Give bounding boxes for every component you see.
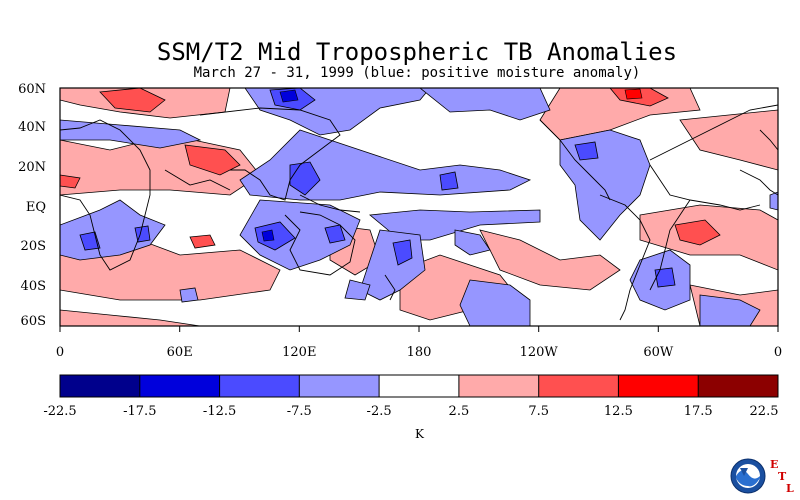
logo-letter-t: T: [778, 470, 787, 483]
colorbar-label: 17.5: [683, 404, 713, 419]
coastlines: [60, 104, 778, 321]
lat-label-60s: 60S: [20, 314, 46, 329]
map-title: SSM/T2 Mid Tropospheric TB Anomalies: [156, 38, 678, 66]
lat-label-20n: 20N: [18, 160, 46, 175]
colorbar-label: -12.5: [202, 404, 237, 419]
colorbar-label: 22.5: [749, 404, 779, 419]
colorbar-label: 12.5: [603, 404, 633, 419]
noaa-etl-logo: E T L: [730, 458, 794, 495]
colorbar-label: -2.5: [366, 404, 392, 419]
map-field: [60, 88, 778, 326]
logo-letter-e: E: [770, 458, 778, 471]
map-subtitle: March 27 - 31, 1999 (blue: positive mois…: [193, 65, 641, 81]
lat-label-40s: 40S: [20, 279, 46, 294]
lat-label-eq: EQ: [25, 200, 46, 215]
lon-label-120w: 120W: [519, 345, 558, 360]
colorbar-unit: K: [415, 427, 424, 441]
lat-label-20s: 20S: [20, 239, 46, 254]
lon-label-180: 180: [406, 345, 432, 360]
colorbar-label: -22.5: [43, 404, 77, 419]
lon-label-60w: 60W: [643, 345, 674, 360]
colorbar-label: 2.5: [448, 404, 470, 419]
colorbar-label: 7.5: [528, 404, 550, 419]
lon-label-0-east: 0: [773, 345, 783, 360]
colorbar-label: -17.5: [123, 404, 157, 419]
lat-label-60n: 60N: [18, 82, 46, 97]
colorbar: [59, 374, 779, 398]
colorbar-label: -7.5: [286, 404, 312, 419]
lon-label-0: 0: [55, 345, 65, 360]
lat-label-40n: 40N: [18, 120, 46, 135]
lon-label-120e: 120E: [282, 345, 317, 360]
logo-letter-l: L: [786, 482, 794, 495]
lon-label-60e: 60E: [166, 345, 193, 360]
